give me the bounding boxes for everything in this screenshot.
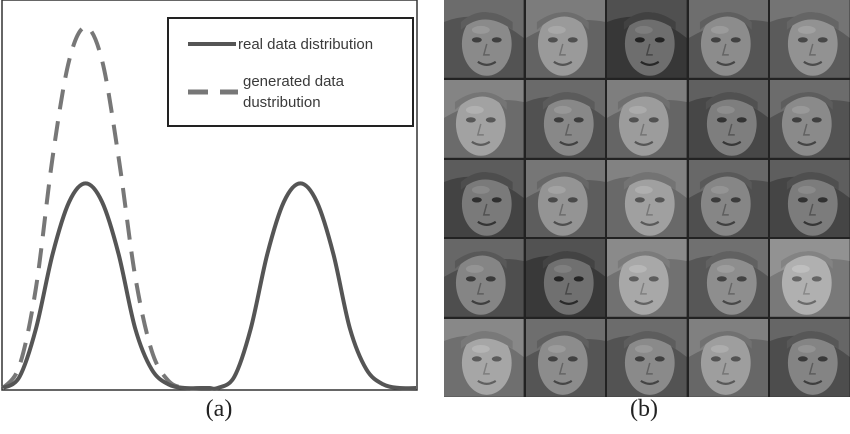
face-image-r1-c5 xyxy=(770,0,850,78)
face-graphic xyxy=(770,319,850,397)
face-graphic xyxy=(525,159,606,238)
chart-svg: real data distribution generated data du… xyxy=(1,0,418,391)
face-graphic xyxy=(688,79,769,158)
face-graphic xyxy=(525,79,606,158)
face-graphic xyxy=(770,239,850,318)
caption-a: (a) xyxy=(205,396,233,422)
face-graphic xyxy=(444,0,524,78)
face-image-r3-c1 xyxy=(444,159,524,238)
face-graphic xyxy=(525,0,606,78)
face-image-r4-c3 xyxy=(607,239,687,318)
distribution-chart: real data distribution generated data du… xyxy=(0,0,420,392)
generated-face-grid xyxy=(444,0,850,397)
face-image-r3-c2 xyxy=(525,159,606,238)
face-graphic xyxy=(444,319,524,397)
face-image-r5-c2 xyxy=(525,319,606,397)
face-graphic xyxy=(525,239,606,318)
series-layer xyxy=(1,25,417,391)
face-image-r5-c3 xyxy=(607,319,687,397)
face-image-r5-c5 xyxy=(770,319,850,397)
face-image-r1-c4 xyxy=(688,0,769,78)
face-graphic xyxy=(525,319,606,397)
face-image-r1-c2 xyxy=(525,0,606,78)
face-graphic xyxy=(607,159,687,238)
face-graphic xyxy=(688,319,769,397)
face-graphic xyxy=(770,159,850,238)
legend-label-generated-line2: dustribution xyxy=(243,94,321,111)
series-real-data-line xyxy=(1,181,417,391)
face-image-r2-c2 xyxy=(525,79,606,158)
face-graphic xyxy=(770,0,850,78)
face-image-r3-c5 xyxy=(770,159,850,238)
face-image-r4-c1 xyxy=(444,239,524,318)
face-image-r4-c4 xyxy=(688,239,769,318)
face-image-r5-c4 xyxy=(688,319,769,397)
face-graphic xyxy=(607,319,687,397)
face-image-r3-c3 xyxy=(607,159,687,238)
face-image-r3-c4 xyxy=(688,159,769,238)
face-graphic xyxy=(688,0,769,78)
face-image-r2-c5 xyxy=(770,79,850,158)
face-image-r5-c1 xyxy=(444,319,524,397)
legend-label-real: real data distribution xyxy=(238,36,373,53)
face-image-r4-c5 xyxy=(770,239,850,318)
face-graphic xyxy=(607,239,687,318)
face-graphic xyxy=(688,159,769,238)
face-graphic xyxy=(444,159,524,238)
face-image-r2-c1 xyxy=(444,79,524,158)
face-image-r2-c3 xyxy=(607,79,687,158)
face-image-r2-c4 xyxy=(688,79,769,158)
face-graphic xyxy=(444,79,524,158)
legend: real data distribution generated data du… xyxy=(167,17,414,127)
caption-b: (b) xyxy=(630,396,658,422)
face-image-r4-c2 xyxy=(525,239,606,318)
face-image-r1-c1 xyxy=(444,0,524,78)
face-image-r1-c3 xyxy=(607,0,687,78)
legend-box xyxy=(167,17,414,127)
legend-label-generated-line1: generated data xyxy=(243,73,345,90)
face-graphic xyxy=(607,0,687,78)
face-graphic xyxy=(444,239,524,318)
face-graphic xyxy=(688,239,769,318)
face-graphic xyxy=(607,79,687,158)
face-graphic xyxy=(770,79,850,158)
